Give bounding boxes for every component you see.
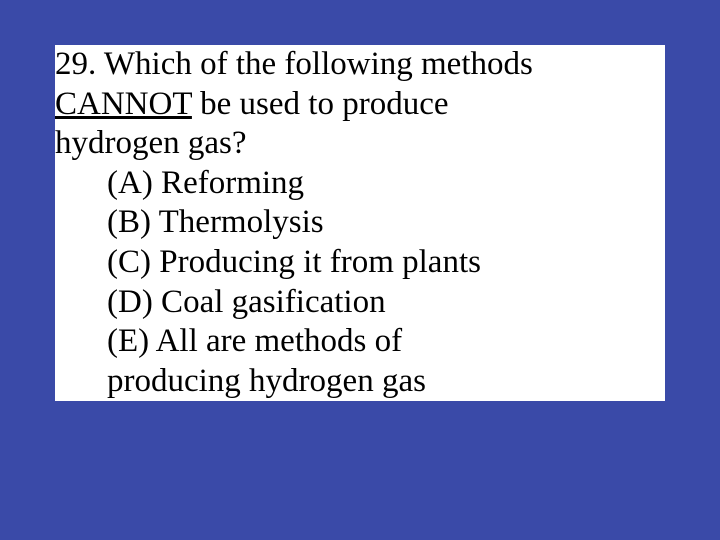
- option-a: (A) Reforming: [107, 164, 665, 204]
- option-b: (B) Thermolysis: [107, 203, 665, 243]
- option-e-line1: (E) All are methods of: [107, 322, 665, 362]
- question-line-2-rest: be used to produce: [192, 86, 449, 122]
- option-d: (D) Coal gasification: [107, 283, 665, 323]
- slide-container: 29. Which of the following methods CANNO…: [0, 0, 720, 540]
- question-textbox: 29. Which of the following methods CANNO…: [55, 45, 665, 401]
- option-e-line2: producing hydrogen gas: [107, 362, 665, 402]
- emphasized-word: CANNOT: [55, 86, 192, 122]
- option-c: (C) Producing it from plants: [107, 243, 665, 283]
- question-line-2: CANNOT be used to produce: [55, 85, 665, 125]
- question-line-3: hydrogen gas?: [55, 124, 665, 164]
- question-line-1: 29. Which of the following methods: [55, 45, 665, 85]
- options-container: (A) Reforming (B) Thermolysis (C) Produc…: [55, 164, 665, 402]
